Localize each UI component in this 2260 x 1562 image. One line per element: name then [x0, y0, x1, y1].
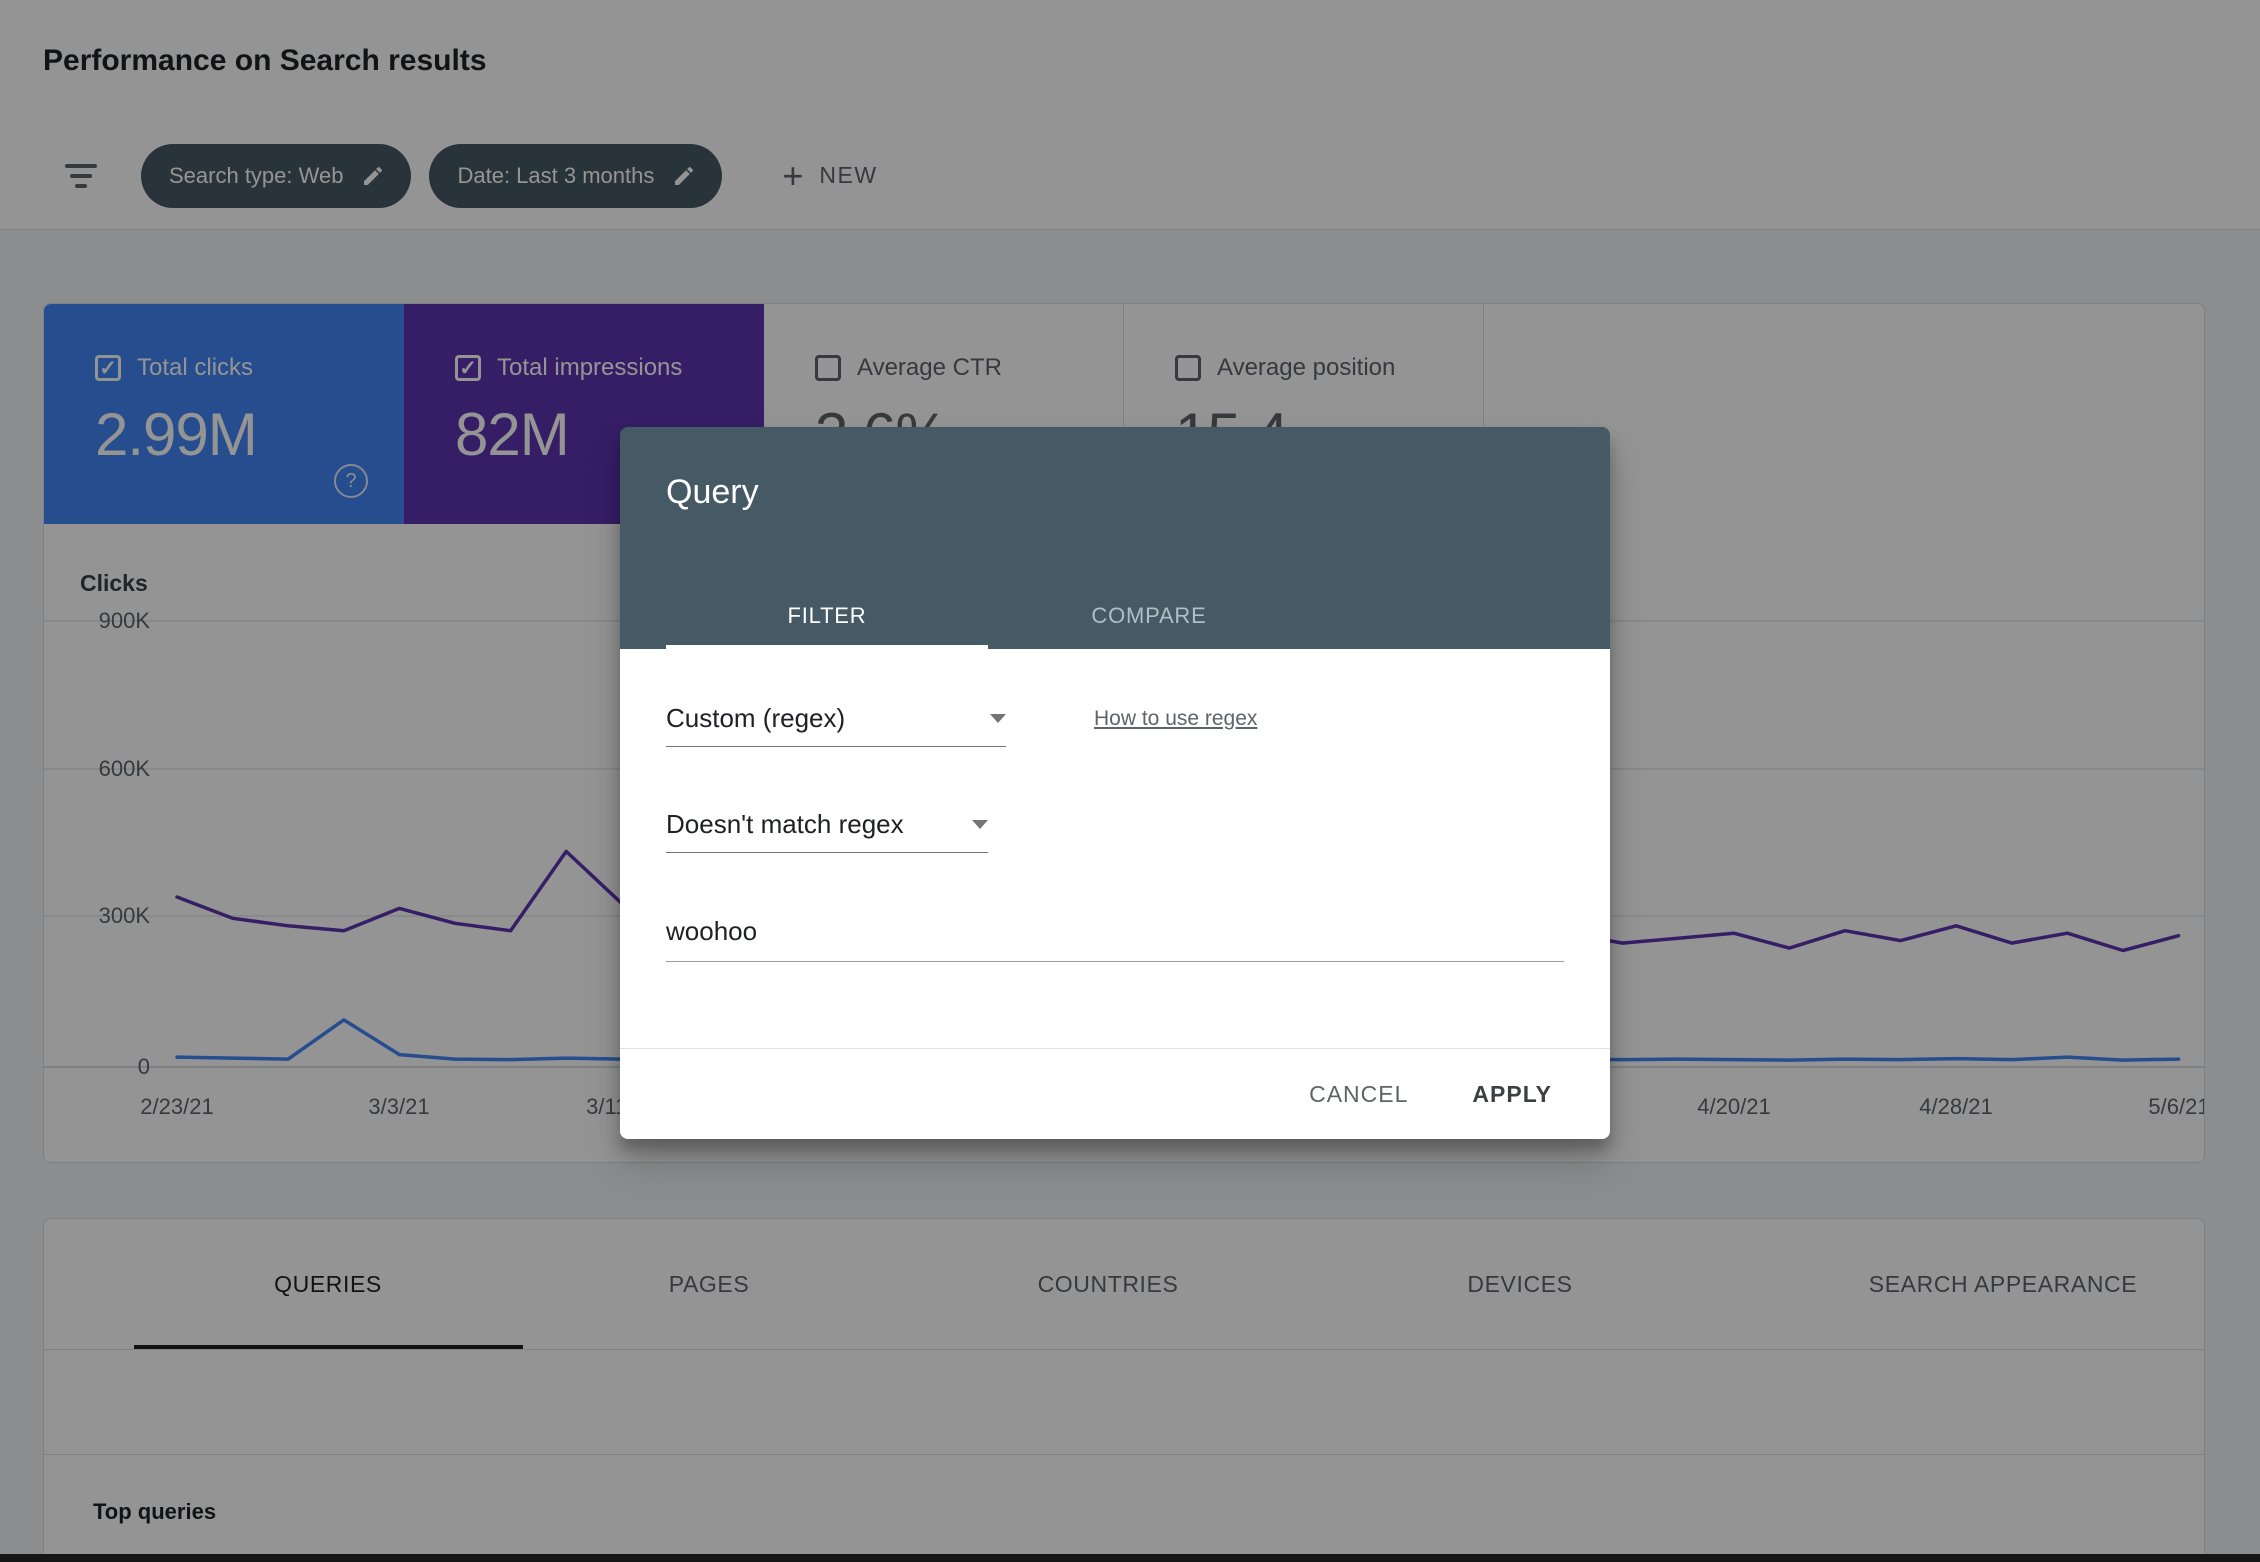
checkbox-checked-icon[interactable]: ✓ [95, 355, 121, 381]
tab-search-appearance[interactable]: SEARCH APPEARANCE [1868, 1271, 2138, 1297]
plus-icon: + [782, 154, 804, 196]
check-icon: ✓ [99, 356, 117, 380]
date-range-chip-label: Date: Last 3 months [457, 162, 655, 188]
active-tab-underline [134, 1345, 523, 1349]
search-type-chip-label: Search type: Web [169, 162, 344, 188]
x-axis-tick: 4/28/21 [1919, 1094, 1993, 1119]
search-type-chip[interactable]: Search type: Web [141, 143, 412, 208]
question-glyph: ? [345, 469, 357, 492]
checkbox-unchecked-icon[interactable] [1175, 355, 1201, 381]
y-axis-tick: 600K [98, 756, 150, 781]
regex-help-link[interactable]: How to use regex [1094, 707, 1258, 730]
x-axis-tick: 2/23/21 [140, 1094, 214, 1119]
table-column-header: Top queries [93, 1499, 217, 1524]
dialog-title: Query [666, 473, 759, 511]
tab-pages[interactable]: PAGES [668, 1271, 750, 1297]
query-filter-dialog: Query FILTER COMPARE Custom (regex) How … [620, 427, 1610, 1139]
apply-button[interactable]: APPLY [1454, 1071, 1570, 1118]
date-range-chip[interactable]: Date: Last 3 months [429, 143, 723, 208]
page-title: Performance on Search results [43, 44, 487, 77]
table-toolbar-row [44, 1350, 2204, 1455]
edit-icon [675, 166, 694, 185]
filter-list-icon[interactable] [65, 163, 99, 188]
match-type-select[interactable]: Doesn't match regex [666, 809, 988, 853]
metric-value: 82M [455, 401, 570, 468]
y-axis-tick: 900K [98, 608, 150, 633]
y-axis-tick: 0 [137, 1054, 150, 1079]
metric-value: 2.99M [95, 401, 258, 468]
dialog-header: Query FILTER COMPARE [620, 427, 1610, 649]
y-axis-tick: 300K [98, 903, 150, 928]
chart-axis-title: Clicks [80, 570, 148, 596]
metric-label: Total impressions [497, 354, 683, 381]
metric-card-total-clicks[interactable]: ✓ Total clicks 2.99M ? [44, 304, 404, 524]
filter-type-value: Custom (regex) [666, 703, 846, 733]
dialog-body: Custom (regex) How to use regex Doesn't … [620, 649, 1610, 1139]
filter-type-row: Custom (regex) How to use regex [666, 703, 1564, 747]
check-icon: ✓ [459, 356, 477, 380]
tab-countries[interactable]: COUNTRIES [1037, 1271, 1179, 1297]
match-type-value: Doesn't match regex [666, 809, 904, 839]
dropdown-arrow-icon [990, 714, 1006, 723]
filter-type-select[interactable]: Custom (regex) [666, 703, 1006, 747]
help-icon[interactable]: ? [334, 464, 368, 498]
bottom-edge [0, 1554, 2260, 1562]
metric-label: Average CTR [857, 354, 1002, 381]
edit-icon [364, 166, 383, 185]
metric-checkbox-row: ✓ Total impressions [455, 354, 682, 382]
tab-queries[interactable]: QUERIES [274, 1271, 382, 1297]
metric-label: Average position [1217, 354, 1396, 381]
cancel-button[interactable]: CANCEL [1291, 1071, 1426, 1118]
metric-checkbox-row: Average CTR [815, 354, 1002, 382]
tab-filter[interactable]: FILTER [666, 583, 988, 649]
x-axis-tick: 3/3/21 [368, 1094, 430, 1119]
tab-compare[interactable]: COMPARE [1091, 603, 1207, 628]
metric-checkbox-row: Average position [1175, 354, 1395, 382]
metric-label: Total clicks [137, 354, 254, 381]
x-axis-tick: 5/6/21 [2148, 1094, 2205, 1119]
dimension-tabs-panel: QUERIES PAGES COUNTRIES DEVICES SEARCH A… [43, 1218, 2205, 1562]
checkbox-unchecked-icon[interactable] [815, 355, 841, 381]
dialog-footer: CANCEL APPLY [620, 1048, 1610, 1139]
dropdown-arrow-icon [972, 820, 988, 829]
regex-value-input[interactable] [666, 916, 1564, 962]
tab-devices[interactable]: DEVICES [1467, 1271, 1573, 1297]
checkbox-checked-icon[interactable]: ✓ [455, 355, 481, 381]
metric-checkbox-row: ✓ Total clicks [95, 354, 253, 382]
dialog-tab-bar: FILTER COMPARE [666, 583, 1310, 649]
new-filter-label: NEW [819, 162, 878, 188]
dimension-tab-bar: QUERIES PAGES COUNTRIES DEVICES SEARCH A… [44, 1219, 2204, 1350]
filter-bar: Search type: Web Date: Last 3 months + N… [0, 122, 2260, 230]
new-filter-button[interactable]: + NEW [776, 157, 883, 195]
x-axis-tick: 4/20/21 [1697, 1094, 1771, 1119]
app-header: Performance on Search results [0, 0, 2260, 123]
